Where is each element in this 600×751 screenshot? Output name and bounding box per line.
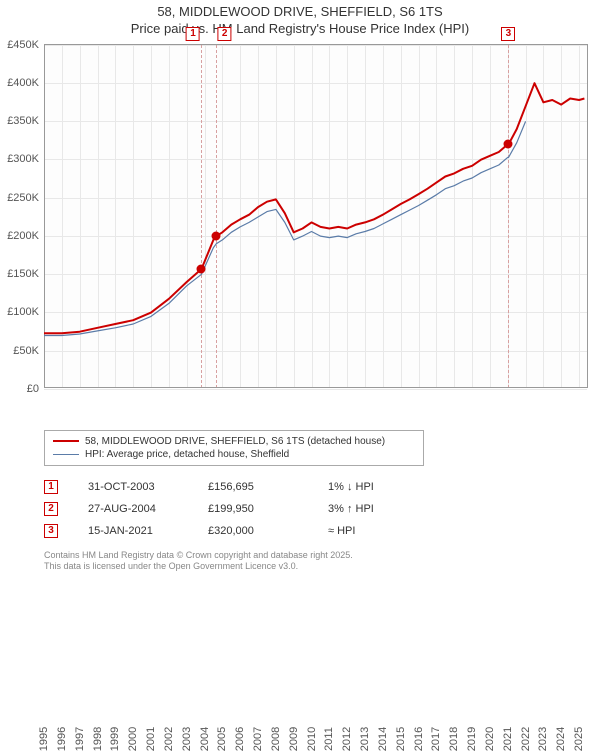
transaction-price: £320,000 <box>208 525 328 537</box>
legend-label: HPI: Average price, detached house, Shef… <box>85 449 289 460</box>
transaction-row: 1 31-OCT-2003£156,6951% ↓ HPI <box>44 476 600 498</box>
x-tick-label: 2025 <box>573 727 585 751</box>
transaction-note: 1% ↓ HPI <box>328 481 448 493</box>
marker-box: 1 <box>186 27 200 41</box>
x-tick-label: 2021 <box>502 727 514 751</box>
legend-label: 58, MIDDLEWOOD DRIVE, SHEFFIELD, S6 1TS … <box>85 436 385 447</box>
gridline-h <box>44 389 587 390</box>
x-tick-label: 2022 <box>520 727 532 751</box>
transaction-date: 31-OCT-2003 <box>88 481 208 493</box>
x-tick-label: 2015 <box>395 727 407 751</box>
x-tick-label: 1997 <box>74 727 86 751</box>
title-line1: 58, MIDDLEWOOD DRIVE, SHEFFIELD, S6 1TS <box>157 4 442 19</box>
x-tick-label: 2019 <box>466 727 478 751</box>
marker-box: 2 <box>218 27 232 41</box>
x-tick-label: 2010 <box>306 727 318 751</box>
price-point-dot <box>504 140 513 149</box>
y-tick-label: £250K <box>7 192 39 204</box>
x-tick-label: 2024 <box>555 727 567 751</box>
series-hpi <box>44 121 526 335</box>
x-tick-label: 2004 <box>199 727 211 751</box>
y-tick-label: £350K <box>7 115 39 127</box>
x-tick-label: 2006 <box>234 727 246 751</box>
transaction-date: 15-JAN-2021 <box>88 525 208 537</box>
x-tick-label: 1995 <box>38 727 50 751</box>
transaction-row: 3 15-JAN-2021£320,000≈ HPI <box>44 520 600 542</box>
x-tick-label: 2016 <box>413 727 425 751</box>
legend-swatch <box>53 440 79 442</box>
y-tick-label: £200K <box>7 230 39 242</box>
x-tick-label: 2000 <box>127 727 139 751</box>
x-tick-label: 2023 <box>537 727 549 751</box>
x-tick-label: 2008 <box>270 727 282 751</box>
transaction-row: 2 27-AUG-2004£199,9503% ↑ HPI <box>44 498 600 520</box>
transaction-price: £199,950 <box>208 503 328 515</box>
x-tick-label: 2020 <box>484 727 496 751</box>
chart-area: £0£50K£100K£150K£200K£250K£300K£350K£400… <box>44 44 588 388</box>
x-tick-label: 1999 <box>109 727 121 751</box>
x-tick-label: 1998 <box>92 727 104 751</box>
x-tick-label: 2009 <box>288 727 300 751</box>
x-tick-label: 2012 <box>341 727 353 751</box>
transaction-id-box: 1 <box>44 480 58 494</box>
y-tick-label: £100K <box>7 306 39 318</box>
chart-svg <box>44 45 587 388</box>
price-point-dot <box>197 264 206 273</box>
transaction-note: 3% ↑ HPI <box>328 503 448 515</box>
x-tick-label: 2005 <box>216 727 228 751</box>
transaction-note: ≈ HPI <box>328 525 448 537</box>
price-point-dot <box>212 231 221 240</box>
title-line2: Price paid vs. HM Land Registry's House … <box>131 21 469 36</box>
y-tick-label: £0 <box>27 383 39 395</box>
series-price <box>44 83 584 333</box>
legend-swatch <box>53 454 79 455</box>
x-tick-label: 1996 <box>56 727 68 751</box>
y-tick-label: £450K <box>7 39 39 51</box>
y-tick-label: £50K <box>13 345 39 357</box>
footer: Contains HM Land Registry data © Crown c… <box>44 550 600 573</box>
y-tick-label: £150K <box>7 268 39 280</box>
marker-box: 3 <box>501 27 515 41</box>
y-tick-label: £400K <box>7 77 39 89</box>
x-tick-label: 2018 <box>448 727 460 751</box>
x-tick-label: 2011 <box>323 727 335 751</box>
transactions-table: 1 31-OCT-2003£156,6951% ↓ HPI 2 27-AUG-2004… <box>44 476 600 542</box>
x-tick-label: 2001 <box>145 727 157 751</box>
footer-line2: This data is licensed under the Open Gov… <box>44 561 298 571</box>
x-tick-label: 2013 <box>359 727 371 751</box>
transaction-id-box: 2 <box>44 502 58 516</box>
y-tick-label: £300K <box>7 153 39 165</box>
x-tick-label: 2002 <box>163 727 175 751</box>
legend: 58, MIDDLEWOOD DRIVE, SHEFFIELD, S6 1TS … <box>44 430 424 466</box>
transaction-id-box: 3 <box>44 524 58 538</box>
x-tick-label: 2017 <box>430 727 442 751</box>
legend-item: HPI: Average price, detached house, Shef… <box>53 448 415 461</box>
x-tick-label: 2003 <box>181 727 193 751</box>
x-tick-label: 2014 <box>377 727 389 751</box>
transaction-date: 27-AUG-2004 <box>88 503 208 515</box>
transaction-price: £156,695 <box>208 481 328 493</box>
footer-line1: Contains HM Land Registry data © Crown c… <box>44 550 353 560</box>
x-tick-label: 2007 <box>252 727 264 751</box>
legend-item: 58, MIDDLEWOOD DRIVE, SHEFFIELD, S6 1TS … <box>53 435 415 448</box>
